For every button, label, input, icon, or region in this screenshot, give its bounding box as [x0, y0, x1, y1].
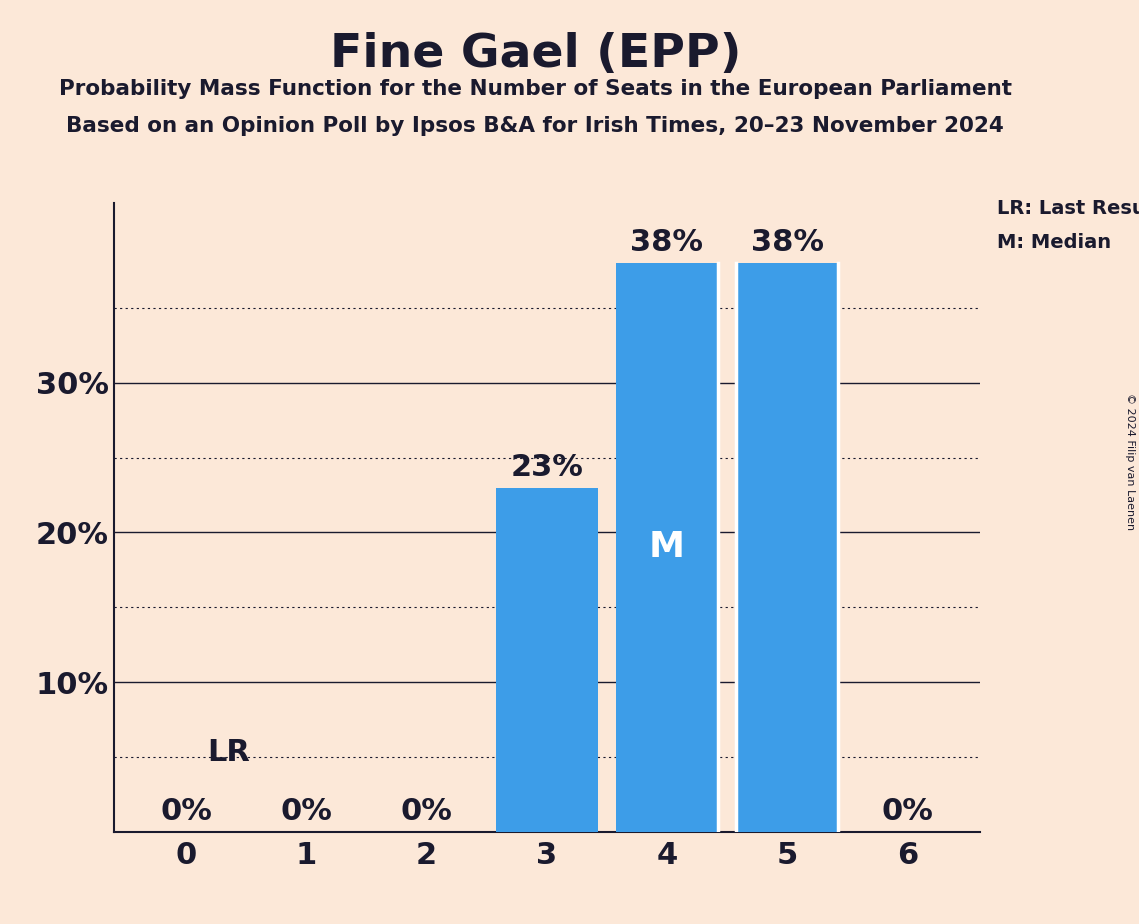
Text: Probability Mass Function for the Number of Seats in the European Parliament: Probability Mass Function for the Number…: [59, 79, 1011, 99]
Text: 23%: 23%: [510, 453, 583, 481]
Text: 0%: 0%: [280, 796, 333, 826]
Text: 0%: 0%: [401, 796, 452, 826]
Bar: [736, 263, 838, 832]
Text: M: M: [649, 530, 685, 565]
Text: 0%: 0%: [161, 796, 212, 826]
Text: Fine Gael (EPP): Fine Gael (EPP): [329, 32, 741, 78]
Text: © 2024 Filip van Laenen: © 2024 Filip van Laenen: [1125, 394, 1134, 530]
Text: 38%: 38%: [751, 228, 823, 257]
Text: Based on an Opinion Poll by Ipsos B&A for Irish Times, 20–23 November 2024: Based on an Opinion Poll by Ipsos B&A fo…: [66, 116, 1005, 136]
Text: LR: LR: [207, 737, 251, 767]
Text: LR: Last Result: LR: Last Result: [997, 199, 1139, 218]
Bar: [495, 488, 598, 832]
Text: 0%: 0%: [882, 796, 933, 826]
Text: M: Median: M: Median: [997, 233, 1111, 252]
Text: 38%: 38%: [631, 228, 704, 257]
Bar: [616, 263, 718, 832]
